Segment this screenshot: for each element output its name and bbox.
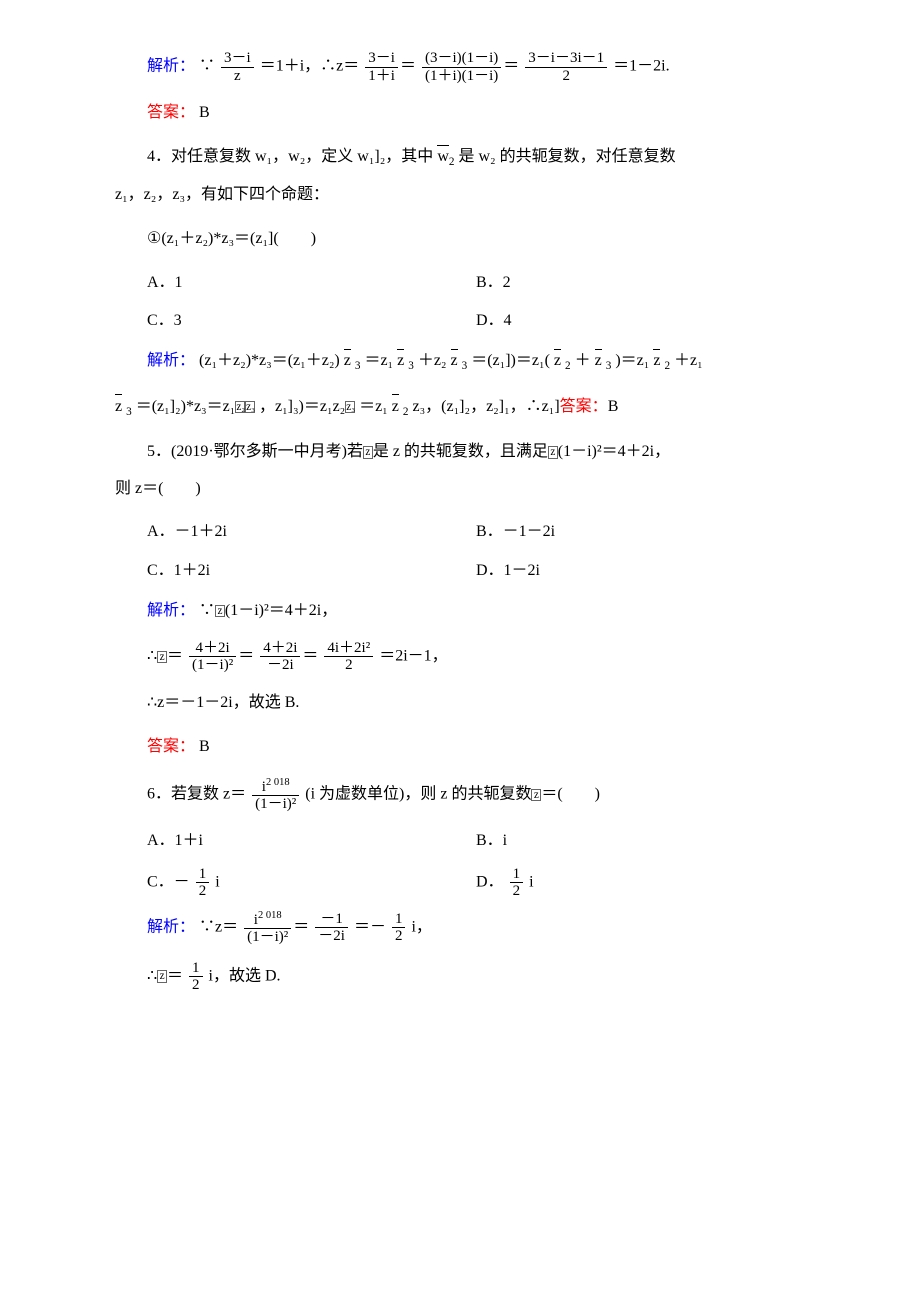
q4-opt-b: B．2 xyxy=(476,269,805,298)
q6-stem: 6．若复数 z＝ i2 018 (1－i)² (i 为虚数单位)，则 z 的共轭… xyxy=(115,777,805,813)
q6-options-row1: A．1＋i B．i xyxy=(115,827,805,856)
fraction: 4＋2i (1－i)² xyxy=(189,640,236,674)
box-icon: z₃ xyxy=(245,401,255,413)
fraction: －1 －2i xyxy=(315,911,348,945)
q5-options-row1: A．－1＋2i B．－1－2i xyxy=(115,518,805,547)
q5-answer: 答案： B xyxy=(115,732,805,762)
overline: w xyxy=(437,142,449,172)
fraction: 3－i z xyxy=(221,50,254,84)
answer-value: B xyxy=(608,398,619,415)
q6-opt-b: B．i xyxy=(476,827,805,856)
box-icon: z xyxy=(157,970,167,982)
label-daan: 答案： xyxy=(147,738,195,755)
fraction: 4i＋2i² 2 xyxy=(324,640,373,674)
q4-options-row2: C．3 D．4 xyxy=(115,307,805,336)
fraction: 1 2 xyxy=(510,866,524,900)
fraction: i2 018 (1－i)² xyxy=(252,777,299,813)
fraction: 1 2 xyxy=(196,866,210,900)
box-icon: z xyxy=(157,651,167,663)
box-icon: z₃ xyxy=(345,401,355,413)
q4-opt-d: D．4 xyxy=(476,307,805,336)
fraction: 3－i 1＋i xyxy=(365,50,398,84)
q4-stem-1: 4．对任意复数 w₁，w₂，定义 w₁]₂，其中 w2 是 w₂ 的共轭复数，对… xyxy=(115,142,805,173)
label-jiexi: 解析： xyxy=(147,352,195,369)
q5-solution-1: 解析： ∵z(1－i)²＝4＋2i， xyxy=(115,596,805,626)
box-icon: z xyxy=(531,789,541,801)
fraction: i2 018 (1－i)² xyxy=(244,910,291,946)
text: ＝1＋i，∴z＝ xyxy=(260,58,360,75)
q5-opt-c: C．1＋2i xyxy=(147,557,476,586)
text: ＝1－2i. xyxy=(613,58,669,75)
page: 解析： ∵ 3－i z ＝1＋i，∴z＝ 3－i 1＋i ＝ (3－i)(1－i… xyxy=(0,0,920,1302)
q4-opt-a: A．1 xyxy=(147,269,476,298)
q5-opt-a: A．－1＋2i xyxy=(147,518,476,547)
q5-opt-b: B．－1－2i xyxy=(476,518,805,547)
q5-stem-1: 5．(2019·鄂尔多斯一中月考)若z是 z 的共轭复数，且满足z(1－i)²＝… xyxy=(115,437,805,467)
label-daan: 答案： xyxy=(147,104,195,121)
q6-opt-d: D． 1 2 i xyxy=(476,866,805,900)
q4-stem-3: ①(z₁＋z₂)*z₃＝(z₁]( ) xyxy=(115,224,805,254)
q4-opt-c: C．3 xyxy=(147,307,476,336)
q5-options-row2: C．1＋2i D．1－2i xyxy=(115,557,805,586)
q5-stem-2: 则 z＝( ) xyxy=(115,474,805,504)
fraction: 3－i－3i－1 2 xyxy=(525,50,607,84)
q5-opt-d: D．1－2i xyxy=(476,557,805,586)
label-jiexi: 解析： xyxy=(147,58,195,75)
label-jiexi: 解析： xyxy=(147,602,195,619)
q4-options-row1: A．1 B．2 xyxy=(115,269,805,298)
fraction: 4＋2i －2i xyxy=(260,640,300,674)
answer-value: B xyxy=(199,104,210,121)
q4-solution-2: z 3 ＝(z₁]₂)*z₃＝z₁z₂z₃ ，z₁]₃)＝z₁z₂z₃ ＝z₁ … xyxy=(115,392,805,423)
box-icon: z xyxy=(548,446,558,458)
fraction: 1 2 xyxy=(392,911,406,945)
label-daan: 答案： xyxy=(560,398,608,415)
box-icon: z xyxy=(215,605,225,617)
q6-solution-1: 解析： ∵z＝ i2 018 (1－i)² ＝ －1 －2i ＝－ 1 2 i， xyxy=(115,910,805,946)
q4-stem-2: z₁，z₂，z₃，有如下四个命题： xyxy=(115,180,805,210)
box-icon: z xyxy=(363,446,373,458)
q6-options-row2: C．－ 1 2 i D． 1 2 i xyxy=(115,866,805,900)
q5-solution-3: ∴z＝－1－2i，故选 B. xyxy=(115,688,805,718)
box-icon: z₂ xyxy=(235,401,245,413)
q6-solution-2: ∴z＝ 1 2 i，故选 D. xyxy=(115,960,805,994)
q4-solution-1: 解析： (z₁＋z₂)*z₃＝(z₁＋z₂) z 3 ＝z₁ z 3 ＋z₂ z… xyxy=(115,346,805,377)
q3-solution: 解析： ∵ 3－i z ＝1＋i，∴z＝ 3－i 1＋i ＝ (3－i)(1－i… xyxy=(115,50,805,84)
text: ∵ xyxy=(199,58,215,75)
answer-value: B xyxy=(199,738,210,755)
fraction: (3－i)(1－i) (1＋i)(1－i) xyxy=(422,50,501,84)
label-jiexi: 解析： xyxy=(147,918,195,935)
fraction: 1 2 xyxy=(189,960,203,994)
q6-opt-c: C．－ 1 2 i xyxy=(147,866,476,900)
q3-answer: 答案： B xyxy=(115,98,805,128)
q6-opt-a: A．1＋i xyxy=(147,827,476,856)
q5-solution-2: ∴z＝ 4＋2i (1－i)² ＝ 4＋2i －2i ＝ 4i＋2i² 2 ＝2… xyxy=(115,640,805,674)
